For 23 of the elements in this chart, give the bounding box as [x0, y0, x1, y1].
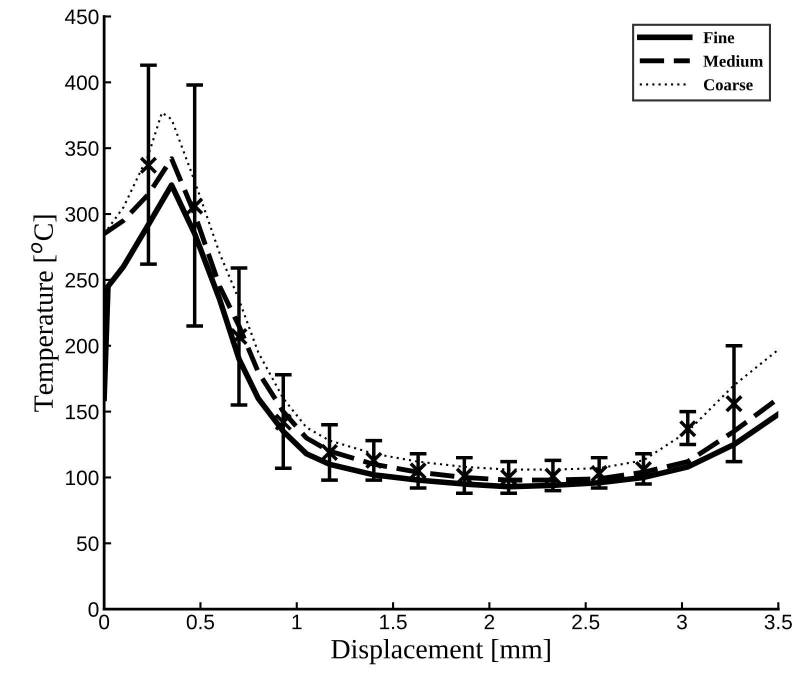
- x-tick-label: 1: [292, 614, 302, 630]
- y-tick-label: 350: [65, 141, 98, 156]
- x-tick-label: 1.5: [380, 614, 407, 630]
- x-tick-label: 3.5: [764, 614, 792, 630]
- y-axis-title: Temperature [$^{o}$C]: [31, 216, 59, 412]
- y-tick-label: 450: [65, 9, 98, 24]
- x-tick-label: 3: [677, 614, 687, 630]
- y-tick-label: 300: [65, 207, 98, 222]
- y-tick-label: 50: [76, 536, 98, 552]
- x-tick-label: 2: [484, 614, 494, 630]
- y-tick-label: 0: [88, 602, 98, 617]
- x-tick-label: 0: [99, 614, 110, 630]
- legend-label: Fine: [703, 32, 734, 44]
- y-tick-label: 400: [65, 75, 98, 90]
- legend-label: Medium: [703, 55, 764, 67]
- x-tick-label: 2.5: [572, 614, 600, 630]
- y-tick-label: 200: [66, 338, 98, 354]
- x-axis-title: Displacement [mm]: [331, 639, 550, 664]
- x-tick-label: 0.5: [186, 614, 214, 630]
- legend-label: Coarse: [704, 79, 753, 90]
- y-tick-label: 250: [66, 272, 98, 288]
- y-tick-label: 150: [66, 404, 98, 420]
- y-tick-label: 100: [66, 470, 98, 486]
